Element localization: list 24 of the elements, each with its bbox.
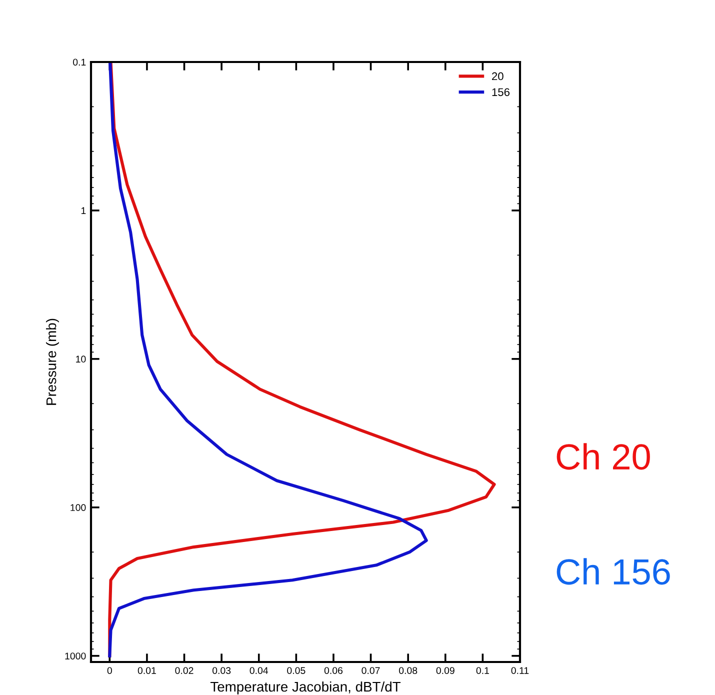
x-tick-label: 0 — [107, 667, 112, 674]
x-tick-label: 0.04 — [250, 667, 268, 674]
x-tick-label: 0.02 — [175, 667, 194, 674]
legend-label: 156 — [492, 88, 510, 96]
y-tick-label: 100 — [70, 504, 86, 512]
x-tick-label: 0.03 — [212, 667, 231, 674]
text: Ch 20 — [556, 443, 650, 470]
x-tick-label: 0.05 — [287, 667, 306, 674]
x-tick-label: 0.07 — [362, 667, 380, 674]
x-tick-label: 0.06 — [324, 667, 343, 674]
y-tick-label: 0.1 — [73, 58, 86, 66]
x-tick-label: 0.1 — [476, 667, 489, 674]
x-tick-label: 0.08 — [399, 667, 418, 674]
y-tick-label: 1000 — [65, 652, 86, 660]
y-tick-label: 10 — [76, 356, 86, 363]
line-series — [108, 62, 428, 658]
y-axis-title: Pressure (mb) — [46, 318, 59, 405]
y-tick-label: 1 — [81, 207, 86, 214]
legend-label: 20 — [492, 72, 504, 80]
x-tick-label: 0.11 — [511, 667, 529, 674]
x-tick-label: 0.09 — [436, 667, 454, 674]
text: Ch 156 — [556, 558, 670, 585]
x-axis-title: Temperature Jacobian, dBT/dT — [210, 681, 401, 694]
x-tick-label: 0.01 — [138, 667, 156, 674]
